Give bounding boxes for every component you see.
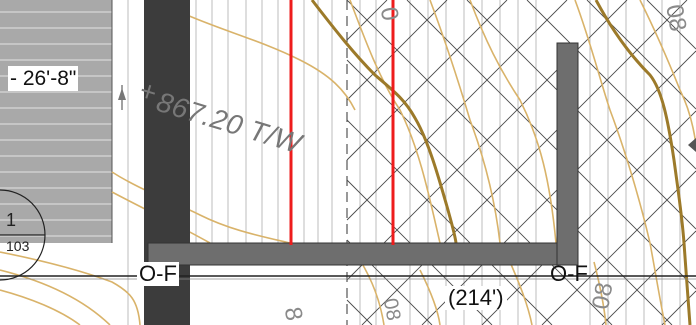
building-hatch-pad — [0, 0, 113, 243]
detail-marker-number: 1 — [6, 210, 17, 230]
arrow-marker-icon — [118, 85, 126, 110]
detail-marker-bubble — [0, 189, 46, 281]
major-contour-lines — [310, 0, 692, 325]
contour-label-4: 08 — [587, 280, 619, 312]
contour-label-5: 08 — [378, 296, 405, 323]
retaining-wall-vertical-right — [556, 42, 579, 266]
right-arrow-icon — [688, 138, 696, 152]
retaining-wall-horizontal — [147, 242, 579, 266]
segment-length-label: (214') — [445, 286, 507, 310]
vertical-hatch-lines — [127, 0, 681, 325]
detail-marker-sheet: 103 — [6, 238, 30, 254]
grid-label-right: O-F — [550, 261, 588, 286]
contour-label-2: 08 — [660, 2, 692, 34]
dimension-label: - 26'-8" — [8, 66, 79, 91]
grid-label-left: O-F — [137, 261, 179, 286]
